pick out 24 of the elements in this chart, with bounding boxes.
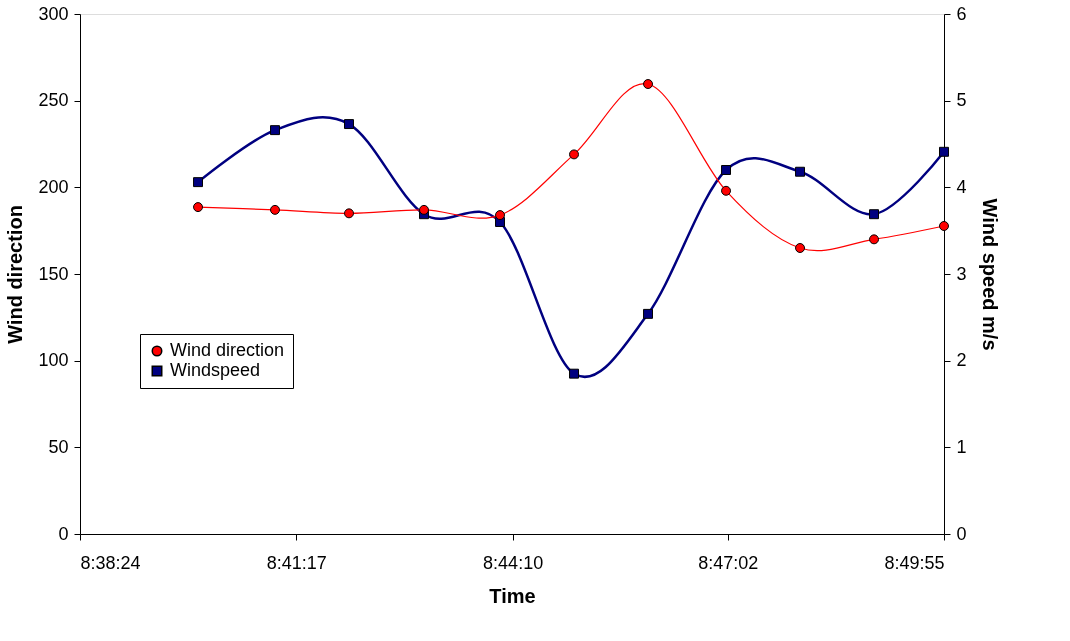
y-tick-label: 50 (48, 436, 69, 457)
x-tick-label: 8:47:02 (698, 552, 759, 573)
y2-tick-label: 3 (956, 263, 967, 284)
y2-tick-label: 1 (956, 436, 967, 457)
y2-tick-label: 2 (956, 350, 967, 371)
y-tick-label: 300 (38, 3, 69, 24)
y-tick-label: 250 (38, 90, 69, 111)
x-tick-label: 8:44:10 (483, 552, 544, 573)
y2-axis-title: Wind speed m/s (978, 198, 1001, 351)
legend-label: Windspeed (170, 360, 261, 380)
y2-tick-label: 6 (956, 3, 967, 24)
y2-tick-label: 5 (956, 90, 967, 111)
y-tick-label: 150 (38, 263, 69, 284)
y-axis-title: Wind direction (4, 205, 27, 344)
y-tick-label: 100 (38, 350, 69, 371)
x-tick-label: 8:38:24 (80, 552, 141, 573)
legend-label: Wind direction (170, 340, 285, 360)
x-axis-title: Time (489, 584, 536, 607)
y-tick-label: 200 (38, 176, 69, 197)
y-tick-label: 0 (58, 523, 69, 544)
y2-tick-label: 0 (956, 523, 967, 544)
y2-tick-label: 4 (956, 176, 967, 197)
x-tick-label: 8:41:17 (266, 552, 327, 573)
x-tick-label: 8:49:55 (884, 552, 945, 573)
